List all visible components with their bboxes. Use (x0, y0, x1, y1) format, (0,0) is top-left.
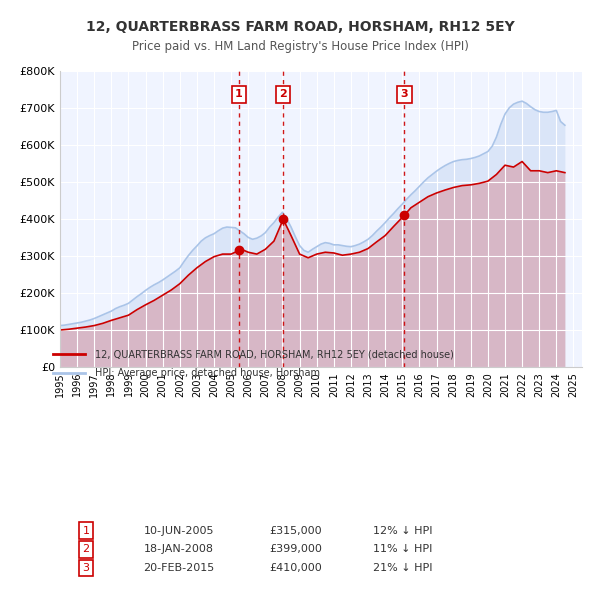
Text: 21% ↓ HPI: 21% ↓ HPI (373, 563, 433, 573)
Text: HPI: Average price, detached house, Horsham: HPI: Average price, detached house, Hors… (95, 368, 320, 378)
Text: 1: 1 (235, 90, 243, 100)
Text: £399,000: £399,000 (269, 545, 322, 555)
Text: 12% ↓ HPI: 12% ↓ HPI (373, 526, 433, 536)
Text: £315,000: £315,000 (269, 526, 322, 536)
Text: 2: 2 (280, 90, 287, 100)
Text: 18-JAN-2008: 18-JAN-2008 (143, 545, 214, 555)
Text: 1: 1 (83, 526, 89, 536)
Text: Price paid vs. HM Land Registry's House Price Index (HPI): Price paid vs. HM Land Registry's House … (131, 40, 469, 53)
Text: 12, QUARTERBRASS FARM ROAD, HORSHAM, RH12 5EY (detached house): 12, QUARTERBRASS FARM ROAD, HORSHAM, RH1… (95, 349, 454, 359)
Text: 10-JUN-2005: 10-JUN-2005 (143, 526, 214, 536)
Text: 11% ↓ HPI: 11% ↓ HPI (373, 545, 433, 555)
Text: 3: 3 (83, 563, 89, 573)
Text: 2: 2 (83, 545, 89, 555)
Text: 3: 3 (401, 90, 408, 100)
Text: £410,000: £410,000 (269, 563, 322, 573)
Text: 12, QUARTERBRASS FARM ROAD, HORSHAM, RH12 5EY: 12, QUARTERBRASS FARM ROAD, HORSHAM, RH1… (86, 19, 514, 34)
Text: 20-FEB-2015: 20-FEB-2015 (143, 563, 215, 573)
